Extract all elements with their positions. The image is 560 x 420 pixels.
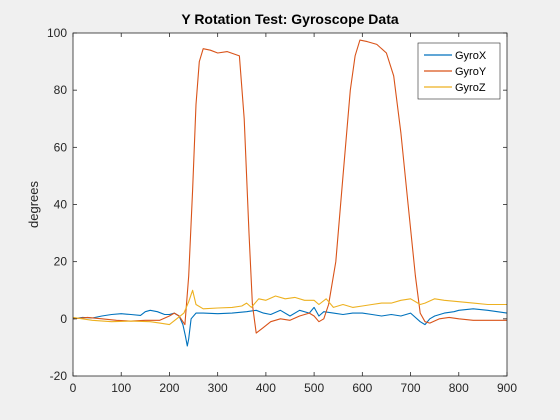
x-tick-label: 500 <box>304 381 324 395</box>
legend-label: GyroZ <box>455 82 486 94</box>
legend: GyroX GyroY GyroZ <box>417 42 501 100</box>
y-tick-label: 20 <box>54 255 68 269</box>
chart-title: Y Rotation Test: Gyroscope Data <box>181 11 399 27</box>
x-tick-label: 400 <box>256 381 276 395</box>
x-tick-label: 800 <box>449 381 469 395</box>
legend-label: GyroX <box>455 50 487 62</box>
y-tick-label: 80 <box>54 83 68 97</box>
x-tick-label: 100 <box>111 381 131 395</box>
ticks-layer: 0 100 200 300 400 500 600 700 800 900-20020406080… <box>47 26 517 395</box>
x-tick-label: 300 <box>208 381 228 395</box>
y-axis-label: degrees <box>26 181 41 228</box>
y-tick-label: 100 <box>47 26 67 40</box>
y-tick-label: 40 <box>54 198 68 212</box>
series-line-gyroz <box>72 289 507 326</box>
y-tick-label: -20 <box>50 369 68 383</box>
legend-label: GyroY <box>455 66 487 78</box>
x-tick-label: 200 <box>159 381 179 395</box>
series-layer <box>72 39 508 347</box>
y-tick-label: 0 <box>60 312 67 326</box>
x-tick-label: 900 <box>497 381 517 395</box>
x-tick-label: 600 <box>352 381 372 395</box>
x-tick-label: 700 <box>401 381 421 395</box>
x-tick-label: 0 <box>70 381 77 395</box>
series-line-gyrox <box>72 306 508 347</box>
series-line-gyroy <box>72 39 507 334</box>
y-tick-label: 60 <box>54 140 68 154</box>
